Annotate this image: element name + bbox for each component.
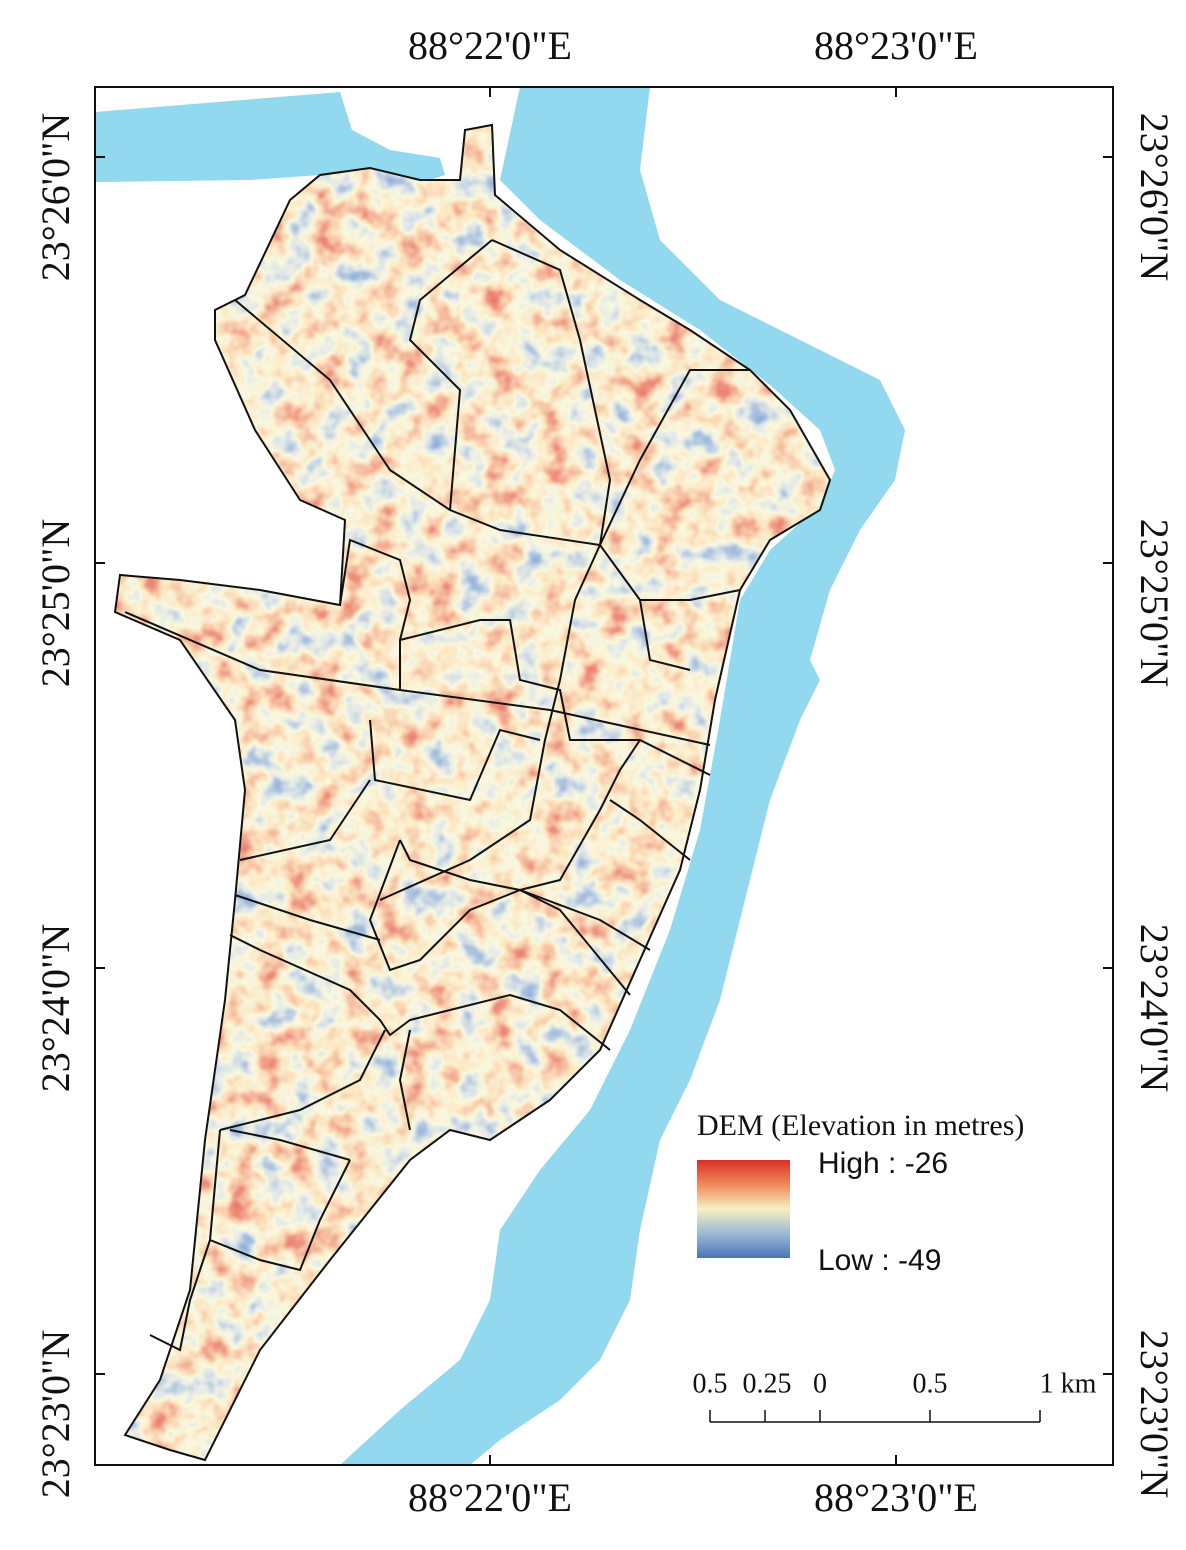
longitude-label: 88°23'0"E [814, 23, 978, 68]
river [340, 87, 905, 1465]
scale-label: 0.5 [913, 1368, 948, 1399]
latitude-label: 23°23'0"N [33, 1330, 78, 1498]
latitude-label: 23°26'0"N [1132, 113, 1177, 281]
legend-title: DEM (Elevation in metres) [697, 1109, 1024, 1142]
latitude-label: 23°25'0"N [33, 519, 78, 687]
longitude-label: 88°22'0"E [408, 23, 572, 68]
scale-label: 0.25 [743, 1368, 792, 1399]
latitude-label: 23°24'0"N [33, 924, 78, 1092]
legend-low: Low : -49 [818, 1244, 941, 1277]
river [95, 92, 445, 190]
graticule-labels: 88°22'0"E 88°23'0"E 88°22'0"E 88°23'0"E 23°2… [33, 23, 1177, 1520]
map-body [95, 87, 905, 1465]
longitude-label: 88°22'0"E [408, 1475, 572, 1520]
scale-label: 0 [813, 1368, 827, 1399]
latitude-label: 23°25'0"N [1132, 519, 1177, 687]
latitude-label: 23°26'0"N [33, 113, 78, 281]
legend-ramp [697, 1160, 790, 1258]
city-boundary [113, 123, 832, 1462]
latitude-label: 23°24'0"N [1132, 924, 1177, 1092]
scale-label: 0.5 [693, 1368, 728, 1399]
ward-boundaries [124, 239, 750, 1352]
scale-bar: 0.5 0.25 0 0.5 1 km [693, 1368, 1097, 1423]
longitude-label: 88°23'0"E [814, 1475, 978, 1520]
scale-label: 1 km [1040, 1368, 1097, 1399]
map-frame [94, 86, 1114, 1466]
legend: DEM (Elevation in metres) High : -26 Low… [697, 1109, 1024, 1277]
legend-high: High : -26 [818, 1147, 948, 1180]
latitude-label: 23°23'0"N [1132, 1330, 1177, 1498]
